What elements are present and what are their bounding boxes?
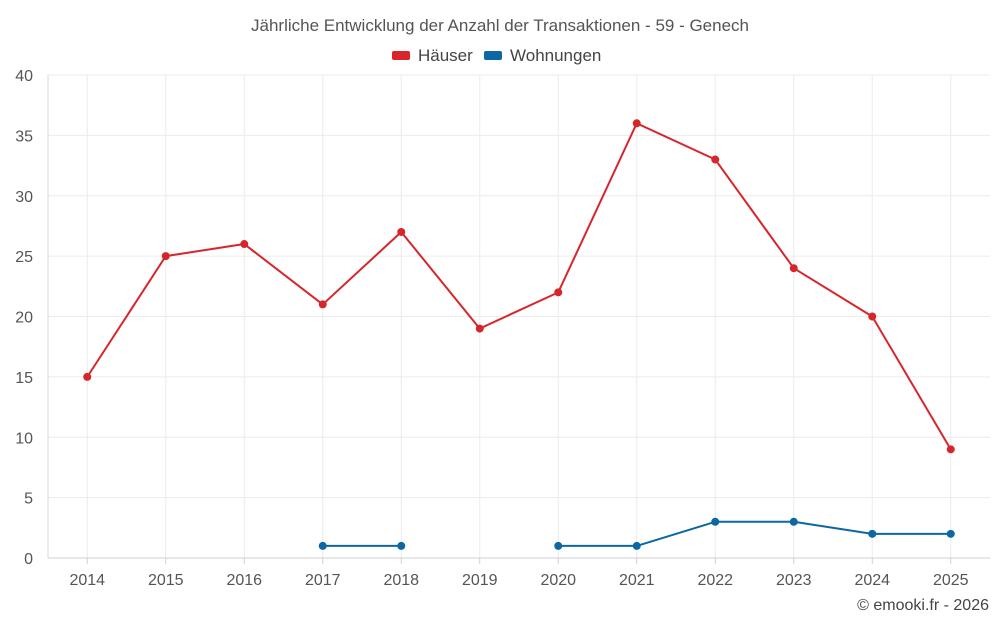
y-tick-label: 0: [24, 551, 33, 568]
data-point[interactable]: [318, 541, 327, 550]
data-point[interactable]: [240, 240, 249, 249]
x-tick-label: 2019: [462, 572, 498, 589]
data-point[interactable]: [868, 312, 877, 321]
x-tick-label: 2017: [305, 572, 341, 589]
y-tick-label: 5: [24, 491, 33, 508]
data-point[interactable]: [868, 529, 877, 538]
legend: Häuser Wohnungen: [392, 46, 601, 65]
series-line: [86, 122, 952, 450]
legend-item-haeuser[interactable]: Häuser: [392, 46, 473, 65]
data-point[interactable]: [946, 529, 955, 538]
data-point[interactable]: [83, 372, 92, 381]
grid: [48, 74, 990, 559]
x-tick-label: 2023: [776, 572, 812, 589]
x-tick-label: 2021: [619, 572, 655, 589]
data-point[interactable]: [554, 541, 563, 550]
x-axis: 2014 2015 2016 2017 2018 2019 2020 2021 2022 2023…: [48, 557, 990, 589]
y-tick-label: 30: [15, 189, 33, 206]
legend-label-wohnungen: Wohnungen: [510, 46, 601, 65]
x-tick-label: 2020: [540, 572, 576, 589]
y-tick-label: 20: [15, 310, 33, 327]
data-point[interactable]: [318, 300, 327, 309]
y-tick-label: 40: [15, 68, 33, 85]
data-point[interactable]: [397, 227, 406, 236]
series-layer: [83, 119, 955, 550]
data-point[interactable]: [632, 541, 641, 550]
data-point[interactable]: [789, 264, 798, 273]
data-point[interactable]: [554, 288, 563, 297]
data-point[interactable]: [789, 517, 798, 526]
x-tick-label: 2016: [226, 572, 262, 589]
y-tick-label: 35: [15, 128, 33, 145]
x-tick-label: 2025: [933, 572, 969, 589]
y-tick-label: 10: [15, 430, 33, 447]
data-point[interactable]: [161, 252, 170, 261]
y-tick-label: 15: [15, 370, 33, 387]
chart-title: Jährliche Entwicklung der Anzahl der Tra…: [251, 16, 749, 35]
series-haeuser: [83, 119, 955, 454]
x-tick-label: 2024: [854, 572, 890, 589]
credit-text: © emooki.fr - 2026: [857, 597, 989, 614]
x-tick-label: 2015: [148, 572, 184, 589]
series-line: [558, 520, 951, 547]
series-wohnungen: [318, 517, 955, 550]
data-point[interactable]: [632, 119, 641, 128]
data-point[interactable]: [711, 155, 720, 164]
data-point[interactable]: [711, 517, 720, 526]
data-point[interactable]: [475, 324, 484, 333]
data-point[interactable]: [397, 541, 406, 550]
legend-swatch-haeuser: [392, 51, 410, 60]
y-axis: 0 5 10 15 20 25 30 35 40: [15, 68, 49, 568]
x-tick-label: 2022: [697, 572, 733, 589]
legend-item-wohnungen[interactable]: Wohnungen: [484, 46, 601, 65]
legend-swatch-wohnungen: [484, 51, 502, 60]
x-tick-label: 2018: [383, 572, 419, 589]
x-tick-label: 2014: [69, 572, 105, 589]
y-tick-label: 25: [15, 249, 33, 266]
data-point[interactable]: [946, 445, 955, 454]
legend-label-haeuser: Häuser: [418, 46, 473, 65]
